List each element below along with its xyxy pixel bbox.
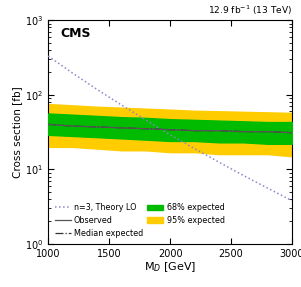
Text: CMS: CMS: [60, 27, 91, 40]
Legend: n=3, Theory LO, Observed, Median expected, 68% expected, 95% expected: n=3, Theory LO, Observed, Median expecte…: [52, 201, 227, 240]
X-axis label: M$_{D}$ [GeV]: M$_{D}$ [GeV]: [144, 260, 196, 274]
Y-axis label: Cross section [fb]: Cross section [fb]: [12, 86, 22, 178]
Text: 12.9 fb$^{-1}$ (13 TeV): 12.9 fb$^{-1}$ (13 TeV): [208, 3, 292, 17]
